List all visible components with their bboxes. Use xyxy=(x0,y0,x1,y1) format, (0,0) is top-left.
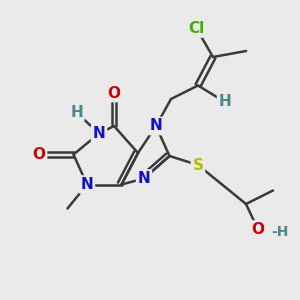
Text: -H: -H xyxy=(272,225,289,239)
Text: N: N xyxy=(81,177,93,192)
Text: O: O xyxy=(107,85,121,100)
Text: N: N xyxy=(93,126,105,141)
Text: O: O xyxy=(251,222,265,237)
Text: H: H xyxy=(70,105,83,120)
Text: H: H xyxy=(219,94,231,110)
Text: O: O xyxy=(32,147,46,162)
Text: N: N xyxy=(150,118,162,134)
Text: N: N xyxy=(138,171,150,186)
Text: S: S xyxy=(193,158,203,172)
Text: Cl: Cl xyxy=(188,21,205,36)
